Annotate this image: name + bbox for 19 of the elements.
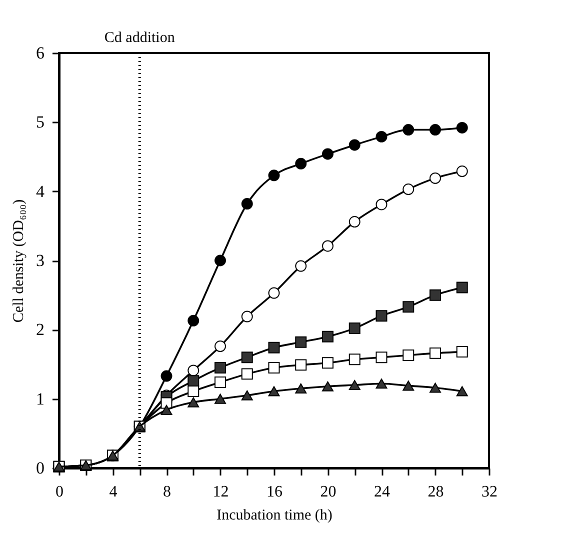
x-tick-label: 8 <box>163 484 171 500</box>
y-tick-label: 5 <box>36 112 44 132</box>
x-tick-label: 20 <box>320 484 336 500</box>
y-tick-label: 0 <box>36 458 44 478</box>
x-tick-label: 12 <box>212 484 229 500</box>
x-tick-label: 4 <box>109 484 118 500</box>
y-tick-label: 4 <box>36 182 45 201</box>
y-axis-title: Cell density (OD₆₀₀) <box>11 199 27 323</box>
y-tick-label: 1 <box>36 389 44 408</box>
y-tick-label: 3 <box>36 251 44 270</box>
ref-line-label: Cd addition <box>104 30 176 46</box>
y-tick-label: 6 <box>36 44 44 62</box>
x-tick-label: 0 <box>56 484 64 500</box>
x-tick-label: 32 <box>482 484 498 500</box>
x-tick-label: 16 <box>266 484 282 500</box>
x-tick-label: 28 <box>428 484 444 500</box>
y-tick-label: 2 <box>36 320 44 340</box>
x-axis-title: Incubation time (h) <box>216 508 332 524</box>
x-tick-label: 24 <box>374 484 390 500</box>
